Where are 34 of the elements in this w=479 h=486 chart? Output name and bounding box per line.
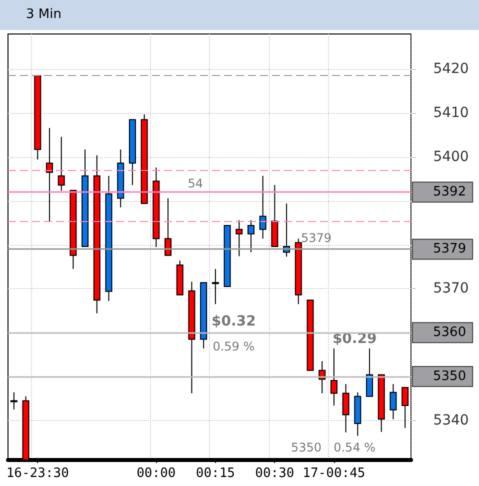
annotation: $0.32: [212, 314, 256, 330]
x-tick-label: 17-00:45: [302, 466, 366, 481]
ref-line-label: 5360: [433, 325, 466, 340]
y-tick-label: 5410: [433, 105, 469, 122]
candlestick: [259, 175, 266, 240]
x-tick-label: 00:15: [196, 466, 235, 481]
candlestick: [164, 198, 172, 256]
candlestick: [390, 384, 397, 420]
candlestick: [212, 268, 219, 305]
y-tick-label: 5370: [433, 280, 469, 297]
candlestick: [402, 387, 409, 428]
annotation: 0.59 %: [212, 340, 255, 354]
annotation: 5350: [290, 440, 322, 455]
candlestick: [236, 220, 243, 257]
annotation: 5379: [301, 231, 332, 246]
ref-line-label: 5379: [433, 242, 466, 257]
annotation: 0.54 %: [334, 440, 376, 455]
candlestick: [58, 136, 65, 192]
y-tick-label: 5340: [433, 412, 469, 428]
ref-line-label: 5350: [433, 369, 466, 384]
x-tick-label: 00:00: [136, 466, 176, 481]
chart-title: 3 Min: [26, 7, 62, 22]
x-tick-label: 00:30: [255, 466, 294, 481]
annotation: 54: [188, 176, 204, 190]
ref-line-label: 5392: [433, 184, 466, 200]
x-tick-label: 16-23:30: [6, 466, 69, 481]
candlestick: [330, 348, 338, 406]
y-tick-label: 5420: [433, 61, 469, 78]
candlestick: [247, 220, 254, 253]
candlestick: [366, 348, 374, 397]
candlestick: [10, 392, 18, 410]
y-tick-label: 5400: [433, 148, 469, 165]
candlestick: [342, 384, 350, 433]
candlestick: [46, 127, 53, 222]
